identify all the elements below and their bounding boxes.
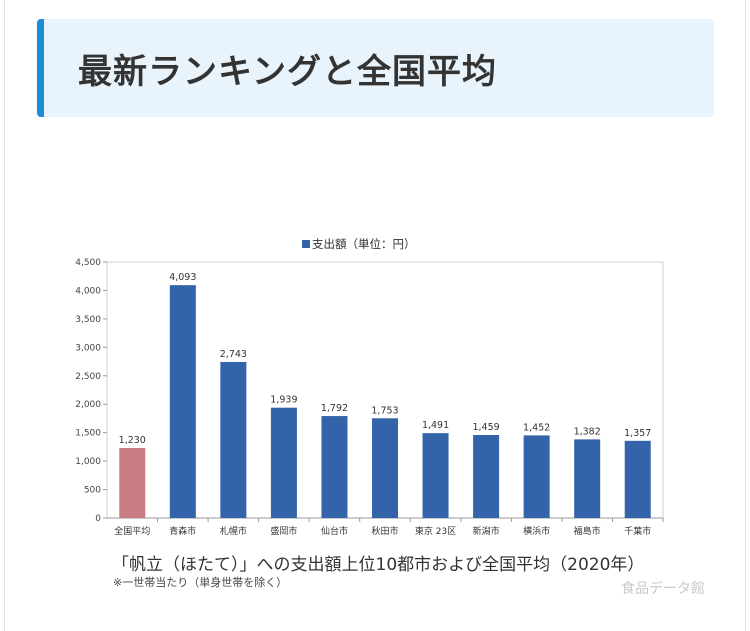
- source-watermark: 食品データ館: [621, 581, 705, 597]
- bar: [372, 418, 398, 518]
- bar: [574, 439, 601, 518]
- section-heading: 最新ランキングと全国平均: [37, 19, 714, 117]
- data-label: 4,093: [169, 272, 196, 283]
- x-tick-label: 青森市: [169, 525, 196, 537]
- data-label: 1,459: [472, 422, 499, 433]
- y-tick-label: 4,000: [75, 286, 101, 296]
- data-label: 1,230: [119, 435, 146, 446]
- bar: [220, 361, 247, 518]
- x-tick-label: 札幌市: [220, 525, 247, 537]
- x-tick-label: 仙台市: [321, 525, 348, 537]
- legend-swatch: [302, 240, 310, 248]
- x-tick-label: 秋田市: [371, 525, 398, 537]
- y-tick-label: 0: [95, 514, 101, 524]
- bar: [119, 448, 146, 518]
- x-tick-label: 東京 23区: [415, 525, 456, 537]
- x-tick-label: 福島市: [574, 525, 601, 537]
- data-label: 1,452: [523, 422, 550, 433]
- y-tick-label: 1,500: [75, 429, 101, 439]
- data-label: 2,743: [220, 349, 247, 360]
- x-tick-label: 千葉市: [624, 525, 651, 537]
- y-tick-label: 4,500: [75, 258, 101, 268]
- y-tick-label: 3,000: [75, 343, 101, 353]
- page-title: 最新ランキングと全国平均: [78, 52, 497, 92]
- y-tick-label: 2,500: [75, 372, 101, 382]
- x-tick-label: 全国平均: [114, 525, 150, 537]
- bar: [270, 407, 297, 518]
- y-tick-label: 500: [84, 486, 101, 496]
- chart-title: 「帆立（ほたて）」への支出額上位10都市および全国平均（2020年）: [112, 555, 645, 575]
- x-tick-label: 横浜市: [523, 525, 550, 537]
- data-label: 1,939: [270, 395, 297, 406]
- heading-accent-bar: [37, 19, 44, 117]
- data-label: 1,792: [321, 403, 348, 414]
- x-tick-label: 新潟市: [473, 525, 500, 537]
- page-frame: [4, 0, 746, 631]
- bar: [473, 434, 500, 518]
- y-tick-label: 2,000: [75, 400, 101, 410]
- y-tick-label: 3,500: [75, 315, 101, 325]
- bar: [169, 285, 196, 518]
- legend-label: 支出額（単位：円）: [312, 237, 416, 251]
- bar: [422, 433, 449, 518]
- data-label: 1,753: [371, 405, 398, 416]
- bar: [321, 416, 348, 518]
- bar: [523, 435, 550, 518]
- chart-note: ※一世帯当たり（単身世帯を除く）: [113, 576, 288, 589]
- data-label: 1,357: [624, 428, 651, 439]
- y-tick-label: 1,000: [75, 457, 101, 467]
- bar: [624, 440, 651, 518]
- data-label: 1,491: [422, 420, 449, 431]
- x-tick-label: 盛岡市: [270, 525, 297, 537]
- data-label: 1,382: [574, 426, 601, 437]
